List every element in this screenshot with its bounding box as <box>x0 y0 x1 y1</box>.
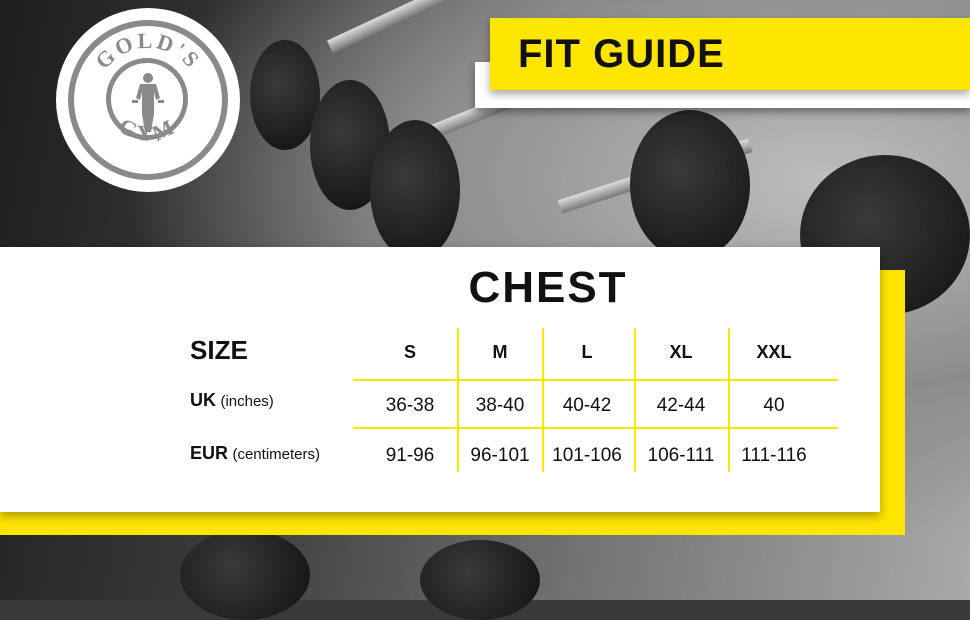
column-divider <box>542 328 544 472</box>
eur-s: 91-96 <box>385 445 435 466</box>
svg-text:GOLD'S: GOLD'S <box>90 28 206 74</box>
uk-xxl: 40 <box>763 395 785 416</box>
size-header-m: M <box>492 342 508 362</box>
eur-l: 101-106 <box>552 445 622 466</box>
row-label-uk: UK (inches) <box>190 390 274 410</box>
eur-xxl: 111-116 <box>741 445 807 466</box>
size-header-xxl: XXL <box>756 342 792 362</box>
column-divider <box>457 328 459 472</box>
eur-m: 96-101 <box>470 445 530 466</box>
column-divider <box>728 328 730 472</box>
chart-title: CHEST <box>468 263 628 312</box>
uk-m: 38-40 <box>475 395 525 416</box>
size-label: SIZE <box>190 335 248 365</box>
uk-xl: 42-44 <box>656 395 706 416</box>
eur-xl: 106-111 <box>647 445 715 466</box>
size-header-xl: XL <box>669 342 693 362</box>
row-label-eur: EUR (centimeters) <box>190 443 320 463</box>
size-header-l: L <box>581 342 593 362</box>
golds-gym-logo: GOLD'S GYM <box>56 8 240 192</box>
uk-l: 40-42 <box>562 395 612 416</box>
row-divider <box>353 427 838 429</box>
size-header-s: S <box>403 342 417 362</box>
row-divider <box>353 379 838 381</box>
size-chart-panel: CHEST SIZE S M L XL XXL UK (inches) 36-3… <box>0 247 880 512</box>
uk-s: 36-38 <box>385 395 435 416</box>
column-divider <box>634 328 636 472</box>
banner-title: FIT GUIDE <box>518 32 725 76</box>
fit-guide-banner: FIT GUIDE <box>490 18 970 90</box>
